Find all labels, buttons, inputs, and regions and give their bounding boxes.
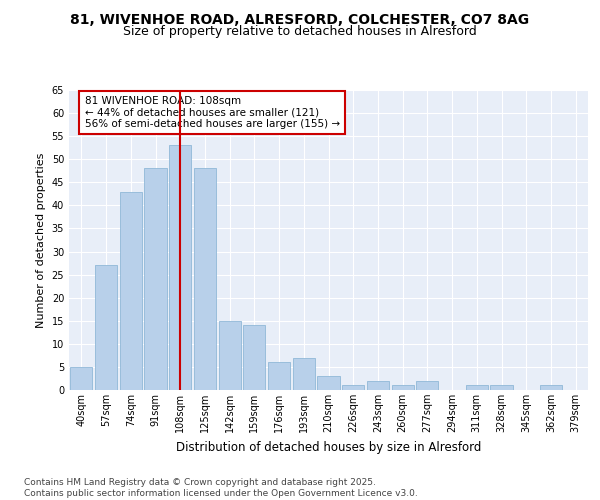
Bar xyxy=(540,386,562,390)
Bar xyxy=(416,381,439,390)
Text: 81 WIVENHOE ROAD: 108sqm
← 44% of detached houses are smaller (121)
56% of semi-: 81 WIVENHOE ROAD: 108sqm ← 44% of detach… xyxy=(85,96,340,129)
Text: 81, WIVENHOE ROAD, ALRESFORD, COLCHESTER, CO7 8AG: 81, WIVENHOE ROAD, ALRESFORD, COLCHESTER… xyxy=(70,12,530,26)
Y-axis label: Number of detached properties: Number of detached properties xyxy=(36,152,46,328)
Bar xyxy=(342,386,364,390)
Bar xyxy=(218,321,241,390)
Bar xyxy=(194,168,216,390)
Bar xyxy=(367,381,389,390)
Bar xyxy=(268,362,290,390)
Bar xyxy=(317,376,340,390)
Bar xyxy=(70,367,92,390)
Bar xyxy=(95,266,117,390)
Bar xyxy=(293,358,315,390)
X-axis label: Distribution of detached houses by size in Alresford: Distribution of detached houses by size … xyxy=(176,440,481,454)
Bar xyxy=(490,386,512,390)
Bar xyxy=(169,146,191,390)
Text: Size of property relative to detached houses in Alresford: Size of property relative to detached ho… xyxy=(123,25,477,38)
Bar xyxy=(243,326,265,390)
Text: Contains HM Land Registry data © Crown copyright and database right 2025.
Contai: Contains HM Land Registry data © Crown c… xyxy=(24,478,418,498)
Bar xyxy=(119,192,142,390)
Bar xyxy=(392,386,414,390)
Bar xyxy=(466,386,488,390)
Bar xyxy=(145,168,167,390)
